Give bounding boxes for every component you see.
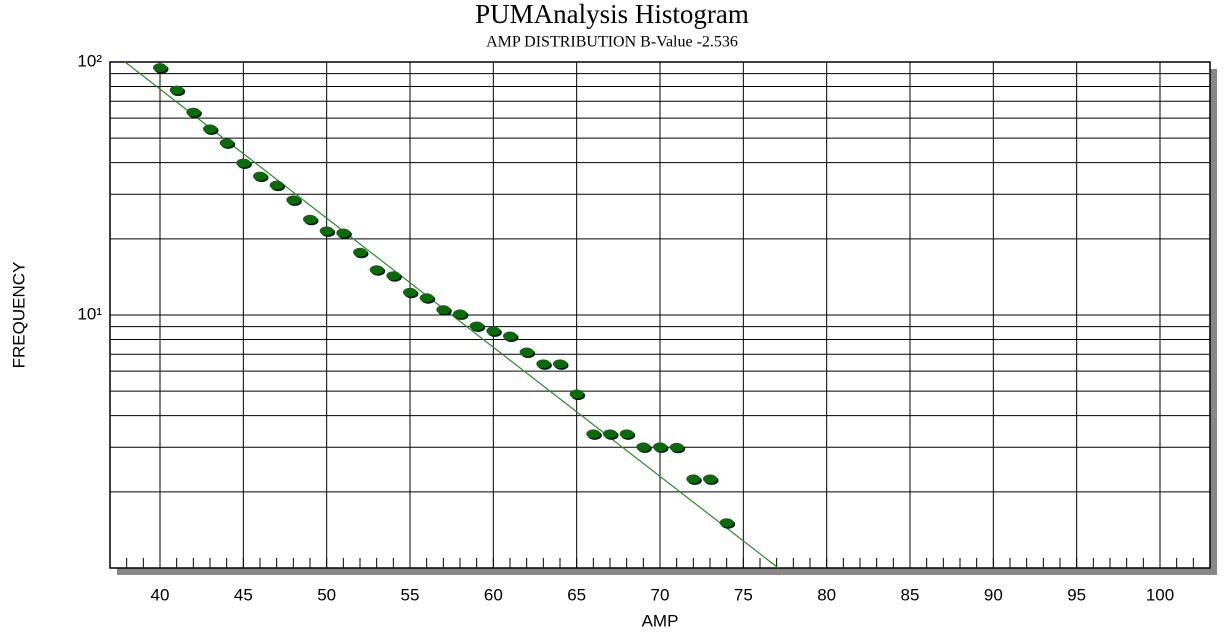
point <box>636 442 651 452</box>
point <box>469 321 484 331</box>
point <box>236 158 251 168</box>
point <box>719 518 734 528</box>
point <box>686 474 701 484</box>
x-tick-label: 80 <box>817 585 836 604</box>
point <box>419 293 434 303</box>
x-tick-label: 70 <box>651 585 670 604</box>
point <box>653 442 667 452</box>
point <box>486 326 501 336</box>
point <box>586 429 601 439</box>
y-tick-label: 10² <box>77 51 102 70</box>
point <box>669 442 684 452</box>
point <box>519 347 534 357</box>
point <box>169 85 184 95</box>
x-tick-label: 95 <box>1067 585 1086 604</box>
chart-title: PUMAnalysis Histogram <box>475 0 749 29</box>
x-tick-label: 60 <box>484 585 503 604</box>
point <box>703 474 717 484</box>
point <box>553 359 567 369</box>
point <box>569 389 584 399</box>
x-tick-label: 75 <box>734 585 753 604</box>
x-axis-label: AMP <box>642 611 679 630</box>
x-tick-label: 40 <box>151 585 170 604</box>
point <box>253 171 267 181</box>
x-tick-label: 100 <box>1146 585 1174 604</box>
point <box>386 271 401 281</box>
x-tick-label: 65 <box>567 585 586 604</box>
point <box>436 305 451 315</box>
point <box>336 228 351 238</box>
point <box>269 180 284 190</box>
y-tick-label: 10¹ <box>77 304 102 323</box>
point <box>403 287 417 297</box>
x-tick-label: 45 <box>234 585 253 604</box>
point <box>503 331 517 341</box>
point <box>303 214 317 224</box>
point <box>203 124 217 134</box>
point <box>219 138 234 148</box>
point <box>286 195 301 205</box>
point <box>319 226 334 236</box>
point <box>186 107 201 117</box>
point <box>619 429 634 439</box>
point <box>353 247 367 257</box>
x-tick-label: 85 <box>901 585 920 604</box>
point <box>153 63 167 73</box>
chart-subtitle: AMP DISTRIBUTION B-Value -2.536 <box>486 34 738 51</box>
y-axis-label: FREQUENCY <box>9 262 28 369</box>
point <box>453 309 467 319</box>
x-tick-label: 90 <box>984 585 1003 604</box>
point <box>369 265 384 275</box>
x-tick-label: 55 <box>401 585 420 604</box>
x-tick-label: 50 <box>317 585 336 604</box>
point <box>536 359 551 369</box>
point <box>603 429 617 439</box>
